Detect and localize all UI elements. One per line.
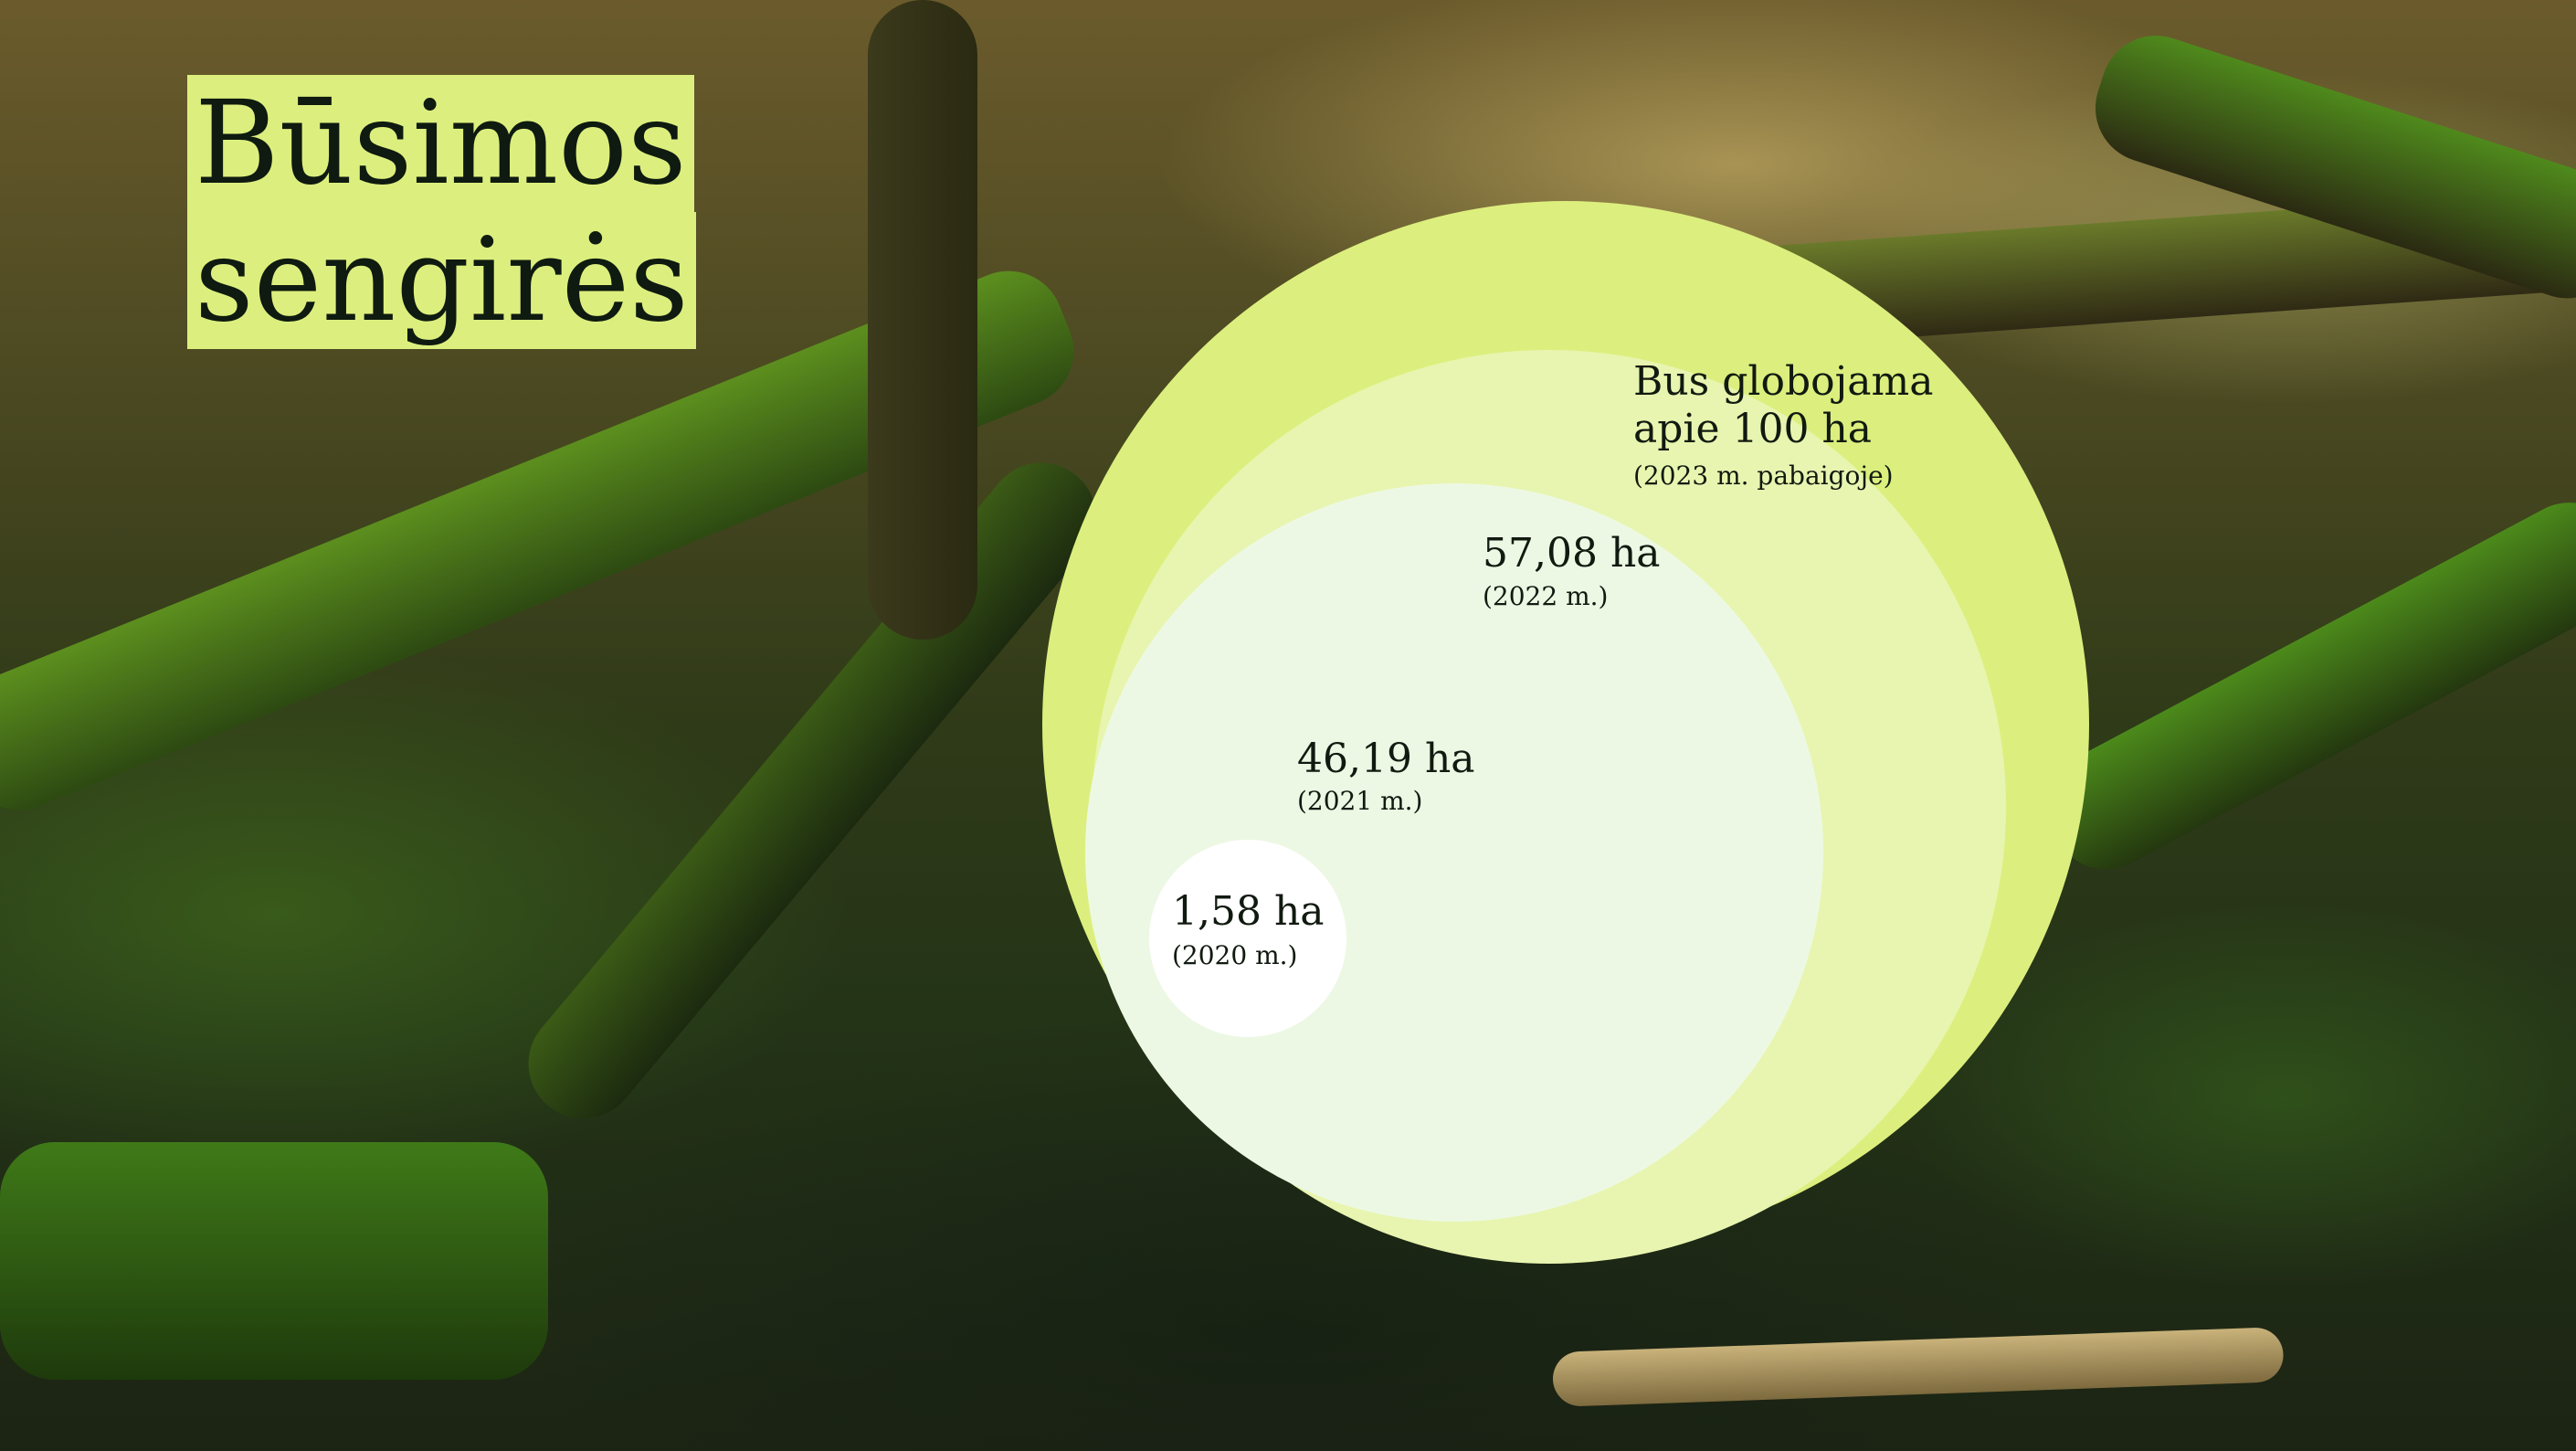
- page-title: Būsimos sengirės: [187, 75, 696, 349]
- value-label-2020: 1,58 ha: [1172, 888, 1325, 935]
- year-label-2022: (2022 m.): [1483, 581, 1608, 611]
- value-label-2021: 46,19 ha: [1297, 736, 1475, 782]
- title-line-2: sengirės: [187, 212, 696, 349]
- value-label-2022: 57,08 ha: [1483, 530, 1661, 577]
- year-label-2021: (2021 m.): [1297, 786, 1422, 816]
- year-label-2023: (2023 m. pabaigoje): [1633, 461, 1894, 491]
- circle-2021: [1085, 483, 1823, 1222]
- title-line-1: Būsimos: [187, 75, 694, 212]
- circle-2020: [1149, 840, 1346, 1037]
- value-label-2023-line-2: apie 100 ha: [1633, 406, 1872, 452]
- year-label-2020: (2020 m.): [1172, 940, 1297, 970]
- value-label-2023-line-1: Bus globojama: [1633, 358, 1933, 405]
